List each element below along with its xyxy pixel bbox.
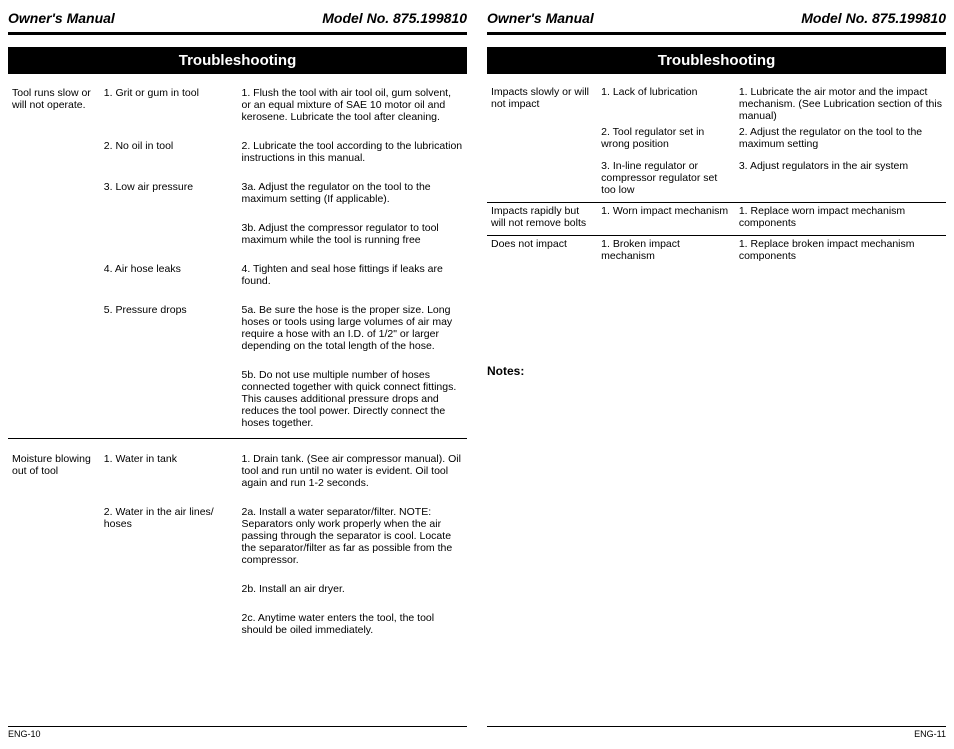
solution-cell: 1. Flush the tool with air tool oil, gum… [237,84,467,126]
page-left: Owner's Manual Model No. 875.199810 Trou… [8,10,467,739]
solution-cell: 3. Adjust regulators in the air system [735,158,946,198]
cause-cell: 5. Pressure drops [100,290,238,355]
troubleshooting-table-right: Impacts slowly or will not impact 1. Lac… [487,84,946,264]
cause-cell [100,355,238,432]
cause-cell: 3. Low air pressure [100,167,238,208]
table-row: Impacts slowly or will not impact 1. Lac… [487,84,946,124]
problem-cell: Moisture blowing out of tool [8,439,100,640]
cause-cell [100,569,238,598]
cause-cell: 1. Worn impact mechanism [597,203,735,232]
header-right: Owner's Manual Model No. 875.199810 [487,10,946,35]
problem-cell: Impacts slowly or will not impact [487,84,597,158]
cause-cell: 1. Broken impact mechanism [597,236,735,265]
cause-cell: 1. Grit or gum in tool [100,84,238,126]
solution-cell: 2b. Install an air dryer. [237,569,467,598]
table-row: Impacts rapidly but will not remove bolt… [487,203,946,232]
table-row: Does not impact 1. Broken impact mechani… [487,236,946,265]
cause-cell: 4. Air hose leaks [100,249,238,290]
troubleshooting-table-left: Tool runs slow or will not operate. 1. G… [8,84,467,639]
owners-manual-label: Owner's Manual [487,10,594,26]
page-footer-left: ENG-10 [8,726,467,739]
solution-cell: 2c. Anytime water enters the tool, the t… [237,598,467,639]
problem-cell: Tool runs slow or will not operate. [8,84,100,432]
cause-cell: 1. Lack of lubrication [597,84,735,124]
solution-cell: 3a. Adjust the regulator on the tool to … [237,167,467,208]
cause-cell: 2. Tool regulator set in wrong position [597,124,735,152]
solution-cell: 2a. Install a water separator/filter. NO… [237,492,467,569]
model-number-label: Model No. 875.199810 [322,10,467,26]
cause-cell [100,598,238,639]
solution-cell: 1. Replace broken impact mechanism compo… [735,236,946,265]
cause-cell: 1. Water in tank [100,439,238,493]
table-row: Moisture blowing out of tool 1. Water in… [8,439,467,493]
section-title-left: Troubleshooting [8,47,467,74]
solution-cell: 1. Replace worn impact mechanism compone… [735,203,946,232]
problem-cell: Does not impact [487,236,597,265]
solution-cell: 1. Drain tank. (See air compressor manua… [237,439,467,493]
solution-cell: 1. Lubricate the air motor and the impac… [735,84,946,124]
cause-cell [100,208,238,249]
cause-cell: 2. No oil in tool [100,126,238,167]
page-right: Owner's Manual Model No. 875.199810 Trou… [487,10,946,739]
solution-cell: 3b. Adjust the compressor regulator to t… [237,208,467,249]
notes-heading: Notes: [487,364,946,378]
solution-cell: 2. Lubricate the tool according to the l… [237,126,467,167]
problem-cell: Impacts rapidly but will not remove bolt… [487,203,597,232]
table-row: 3. In-line regulator or compressor regul… [487,158,946,198]
cause-cell: 3. In-line regulator or compressor regul… [597,158,735,198]
solution-cell: 4. Tighten and seal hose fittings if lea… [237,249,467,290]
model-number-label: Model No. 875.199810 [801,10,946,26]
solution-cell: 2. Adjust the regulator on the tool to t… [735,124,946,152]
solution-cell: 5b. Do not use multiple number of hoses … [237,355,467,432]
solution-cell: 5a. Be sure the hose is the proper size.… [237,290,467,355]
table-row: Tool runs slow or will not operate. 1. G… [8,84,467,126]
page-footer-right: ENG-11 [487,726,946,739]
cause-cell: 2. Water in the air lines/ hoses [100,492,238,569]
section-title-right: Troubleshooting [487,47,946,74]
header-left: Owner's Manual Model No. 875.199810 [8,10,467,35]
owners-manual-label: Owner's Manual [8,10,115,26]
